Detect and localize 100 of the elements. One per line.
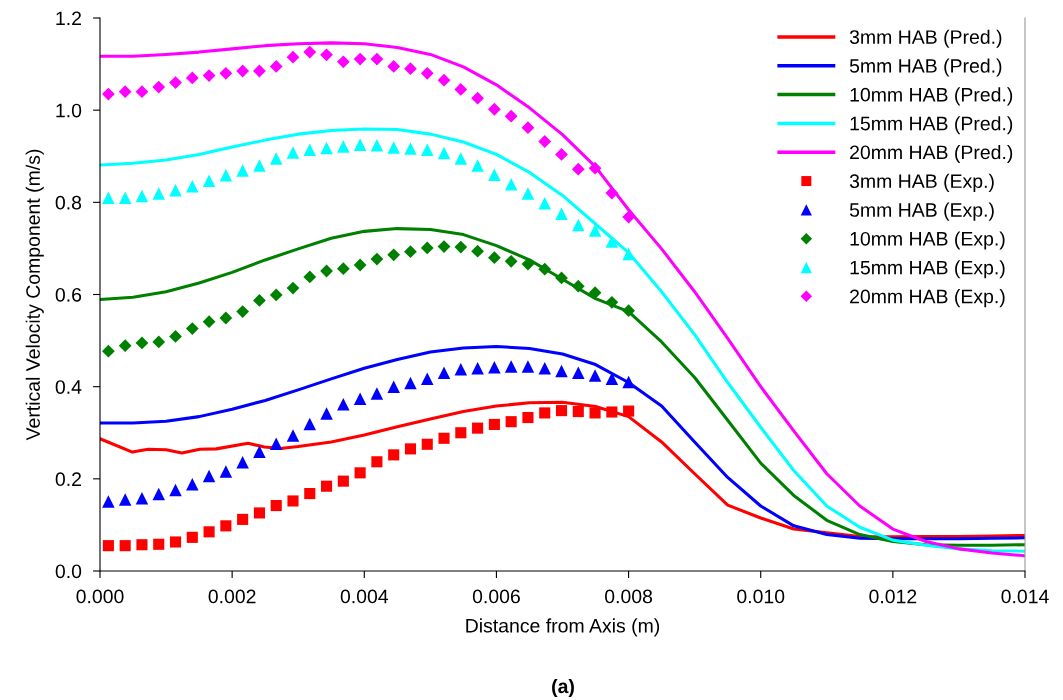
point <box>303 45 317 59</box>
point <box>286 50 300 64</box>
point <box>236 164 249 177</box>
point <box>454 83 468 96</box>
point <box>588 161 602 175</box>
point <box>504 178 518 191</box>
point <box>538 262 552 276</box>
point <box>219 311 233 325</box>
point <box>521 187 535 200</box>
point <box>135 491 149 505</box>
point <box>454 152 468 165</box>
point <box>588 369 602 382</box>
point <box>370 52 384 66</box>
point <box>185 71 199 85</box>
point <box>253 507 265 519</box>
point <box>421 438 433 450</box>
line-series <box>100 400 1025 539</box>
point <box>354 467 366 479</box>
legend-label: 10mm HAB (Pred.) <box>850 87 1013 106</box>
point <box>253 159 266 172</box>
point <box>102 540 114 552</box>
point <box>622 304 636 318</box>
point <box>471 244 484 258</box>
point <box>555 405 568 417</box>
point <box>555 207 568 221</box>
y-tick-label: 1.2 <box>56 11 81 26</box>
point <box>202 69 216 82</box>
point <box>387 380 400 393</box>
y-tick-label: 0.0 <box>55 564 82 579</box>
point <box>421 372 434 386</box>
legend-label: 5mm HAB (Pred.) <box>849 58 1002 77</box>
point <box>321 480 333 492</box>
point <box>304 488 316 500</box>
point <box>118 85 132 99</box>
point <box>337 475 349 487</box>
y-tick-label: 0.8 <box>55 195 82 210</box>
y-tick-label: 0.4 <box>55 380 82 394</box>
x-tick-label: 0.008 <box>605 589 653 604</box>
point <box>102 191 115 204</box>
point <box>286 429 300 442</box>
x-axis-title: Distance from Axis (m) <box>466 618 660 637</box>
point <box>337 397 350 411</box>
point <box>437 146 451 160</box>
point <box>421 143 434 157</box>
point <box>186 531 198 543</box>
point <box>571 279 585 293</box>
x-tick-label: 0.012 <box>869 589 917 604</box>
point <box>269 288 283 302</box>
point <box>286 281 300 295</box>
point <box>237 513 249 525</box>
point <box>219 465 233 478</box>
point <box>253 445 266 458</box>
point <box>588 224 602 237</box>
point <box>555 148 568 161</box>
point <box>118 191 132 204</box>
point <box>387 248 401 262</box>
point <box>623 405 635 417</box>
point <box>387 141 400 154</box>
y-tick-label: 1.0 <box>56 103 82 118</box>
point <box>219 168 233 182</box>
point <box>589 407 601 419</box>
legend-label: 3mm HAB (Pred.) <box>849 29 1002 48</box>
point <box>269 152 283 165</box>
y-tick-label: 0.2 <box>55 472 81 487</box>
point <box>521 121 535 135</box>
point <box>169 483 182 497</box>
y-tick-label: 0.6 <box>55 287 82 302</box>
point <box>420 241 434 255</box>
point <box>152 80 166 94</box>
point <box>538 361 551 375</box>
point <box>102 87 115 101</box>
point <box>370 138 384 152</box>
point <box>353 392 367 405</box>
point <box>102 495 115 508</box>
x-tick-label: 0.004 <box>340 589 389 604</box>
point <box>438 432 450 444</box>
point <box>169 330 182 343</box>
point <box>169 184 182 197</box>
point <box>119 540 131 552</box>
point <box>488 361 501 374</box>
point <box>303 143 317 157</box>
point <box>236 64 250 78</box>
point <box>605 186 619 200</box>
point <box>336 55 350 69</box>
point <box>102 344 115 358</box>
point <box>203 526 215 538</box>
point <box>219 66 233 80</box>
point <box>118 493 132 506</box>
point <box>471 159 484 172</box>
x-tick-label: 0.010 <box>737 589 785 604</box>
point <box>202 174 216 187</box>
point <box>454 362 468 376</box>
line-series <box>100 345 1025 541</box>
point <box>135 336 149 350</box>
point <box>236 305 250 318</box>
point <box>472 422 484 434</box>
point <box>504 254 518 268</box>
x-tick-label: 0.002 <box>208 589 256 604</box>
point <box>504 109 518 123</box>
point <box>202 315 216 329</box>
